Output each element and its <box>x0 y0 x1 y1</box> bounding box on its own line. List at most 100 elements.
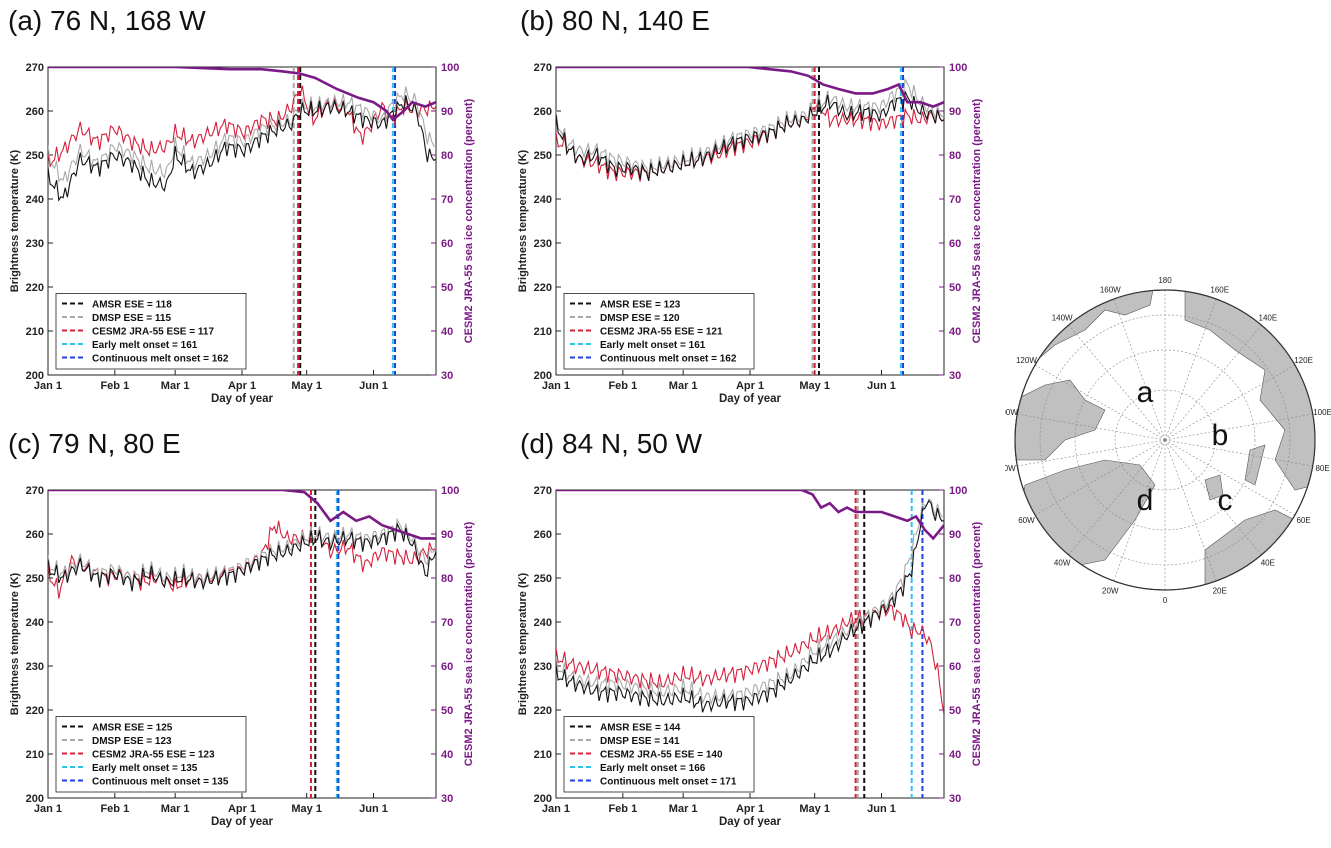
map-meridian <box>1164 439 1313 467</box>
y-right-tick-label: 40 <box>949 326 961 338</box>
panel-title-a: (a) 76 N, 168 W <box>8 5 206 36</box>
panel-title-d: (d) 84 N, 50 W <box>520 428 703 459</box>
y-left-tick-label: 230 <box>26 238 44 250</box>
series-dmsp <box>48 517 436 588</box>
y-right-axis-label: CESM2 JRA-55 sea ice concentration (perc… <box>463 98 475 343</box>
map-meridian <box>1164 439 1296 516</box>
x-tick-label: Feb 1 <box>100 803 129 815</box>
map-meridian <box>1068 324 1166 441</box>
map-lon-label: 120E <box>1294 356 1313 365</box>
y-left-tick-label: 250 <box>534 150 552 162</box>
y-right-axis-label: CESM2 JRA-55 sea ice concentration (perc… <box>971 521 983 766</box>
y-right-tick-label: 40 <box>949 749 961 761</box>
y-left-tick-label: 240 <box>534 194 552 206</box>
y-left-tick-label: 200 <box>534 793 552 805</box>
y-left-tick-label: 230 <box>534 661 552 673</box>
x-axis-label: Day of year <box>211 393 274 405</box>
legend-entry-continuous: Continuous melt onset = 171 <box>600 777 737 788</box>
x-tick-label: Feb 1 <box>608 803 637 815</box>
x-tick-label: Mar 1 <box>161 380 190 392</box>
map-lon-label: 80E <box>1315 464 1329 473</box>
legend-entry-dmsp: DMSP ESE = 141 <box>600 736 680 747</box>
y-left-tick-label: 210 <box>26 326 44 338</box>
y-left-tick-label: 210 <box>26 749 44 761</box>
map-meridian <box>1164 324 1262 441</box>
map-lon-label: 100E <box>1313 408 1331 417</box>
legend-entry-continuous: Continuous melt onset = 135 <box>92 777 229 788</box>
y-left-tick-label: 210 <box>534 749 552 761</box>
y-right-tick-label: 50 <box>949 282 961 294</box>
y-right-axis-label: CESM2 JRA-55 sea ice concentration (perc… <box>463 521 475 766</box>
x-axis-label: Day of year <box>719 816 782 827</box>
y-left-tick-label: 210 <box>534 326 552 338</box>
map-lon-label: 20E <box>1213 586 1227 595</box>
y-right-tick-label: 40 <box>441 749 453 761</box>
x-tick-label: May 1 <box>291 803 322 815</box>
chart-panel-b: 200 210 220 230 240 250 260 270 30 40 50 60 70 80 90 10… <box>517 62 983 405</box>
y-left-axis-label: Brightness temperature (K) <box>9 572 21 715</box>
map-meridian <box>1034 364 1166 441</box>
y-left-tick-label: 240 <box>26 617 44 629</box>
y-left-axis-label: Brightness temperature (K) <box>9 149 21 292</box>
y-right-tick-label: 90 <box>441 106 453 118</box>
arctic-polar-map: 180 160E 140E 120E 100E 80E 60E 40E 20E 0 20W 40W 60… <box>1005 276 1331 605</box>
map-meridian <box>1164 364 1296 441</box>
map-lon-label: 120W <box>1016 356 1037 365</box>
y-left-tick-label: 250 <box>534 573 552 585</box>
y-right-tick-label: 80 <box>441 573 453 585</box>
map-lon-label: 60E <box>1296 516 1310 525</box>
y-left-tick-label: 220 <box>534 705 552 717</box>
y-right-tick-label: 30 <box>441 793 453 805</box>
y-left-tick-label: 230 <box>534 238 552 250</box>
series-amsr <box>48 95 436 202</box>
y-right-tick-label: 80 <box>949 150 961 162</box>
map-meridian <box>1017 439 1166 467</box>
y-left-tick-label: 260 <box>534 106 552 118</box>
legend-entry-amsr: AMSR ESE = 123 <box>600 300 681 311</box>
x-tick-label: Mar 1 <box>161 803 190 815</box>
legend-entry-continuous: Continuous melt onset = 162 <box>92 354 229 365</box>
map-meridian <box>1164 439 1262 556</box>
chart-panel-a: 200 210 220 230 240 250 260 270 30 40 50 60 70 80 90 10… <box>9 62 475 405</box>
legend-box <box>563 293 755 370</box>
map-lon-label: 140W <box>1052 313 1073 322</box>
map-lon-label: 20W <box>1102 586 1119 595</box>
map-meridian <box>1113 298 1166 441</box>
legend-entry-cesm: CESM2 JRA-55 ESE = 123 <box>92 750 215 761</box>
legend-entry-early: Early melt onset = 135 <box>92 763 198 774</box>
y-right-tick-label: 60 <box>949 238 961 250</box>
legend-box <box>55 716 247 793</box>
map-lon-label: 160W <box>1100 286 1121 295</box>
x-tick-label: Jun 1 <box>359 803 388 815</box>
map-lon-label: 140E <box>1259 313 1278 322</box>
y-right-tick-label: 80 <box>949 573 961 585</box>
y-left-tick-label: 200 <box>26 370 44 382</box>
y-right-tick-label: 50 <box>441 282 453 294</box>
map-lon-label: 80W <box>1005 464 1016 473</box>
y-left-tick-label: 260 <box>534 529 552 541</box>
y-right-tick-label: 100 <box>441 485 459 497</box>
legend-entry-early: Early melt onset = 161 <box>92 340 198 351</box>
x-tick-label: Apr 1 <box>736 803 764 815</box>
series-amsr <box>48 521 436 592</box>
legend-entry-amsr: AMSR ESE = 118 <box>92 300 172 311</box>
map-region-label-d: d <box>1137 484 1154 517</box>
y-right-tick-label: 90 <box>441 529 453 541</box>
x-tick-label: Jan 1 <box>542 380 570 392</box>
map-land-2 <box>1015 379 1106 461</box>
x-tick-label: Apr 1 <box>228 380 256 392</box>
x-tick-label: Mar 1 <box>669 380 698 392</box>
y-left-tick-label: 220 <box>26 705 44 717</box>
map-latitude-circle <box>1114 389 1216 491</box>
y-right-tick-label: 50 <box>441 705 453 717</box>
y-right-tick-label: 30 <box>949 370 961 382</box>
x-tick-label: Jan 1 <box>34 803 62 815</box>
map-meridian <box>1034 439 1166 516</box>
plot-content <box>556 490 944 798</box>
chart-panel-c: 200 210 220 230 240 250 260 270 30 40 50 60 70 80 90 10… <box>9 485 475 828</box>
y-left-tick-label: 240 <box>26 194 44 206</box>
y-left-tick-label: 260 <box>26 529 44 541</box>
x-tick-label: Mar 1 <box>669 803 698 815</box>
map-meridian <box>1164 439 1217 582</box>
legend-entry-amsr: AMSR ESE = 144 <box>600 723 681 734</box>
